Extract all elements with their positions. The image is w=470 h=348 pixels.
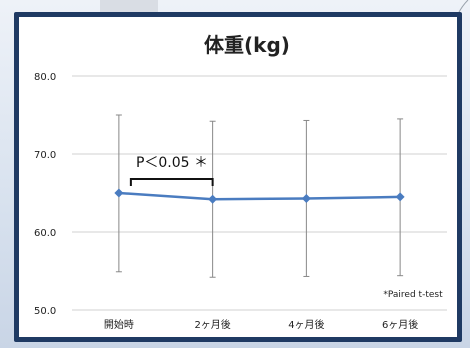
grid-lines: [72, 75, 447, 311]
footnote-test: *Paired t-test: [383, 290, 443, 300]
x-tick-label-0: 開始時: [104, 318, 134, 331]
x-tick-label-1: 2ヶ月後: [194, 318, 230, 331]
y-axis-ticks: 50.0 60.0 70.0 80.0: [34, 72, 56, 317]
x-axis-ticks: 開始時 2ヶ月後 4ヶ月後 6ヶ月後: [104, 318, 418, 331]
y-tick-label-60.0: 60.0: [34, 228, 56, 239]
bracket-line: [129, 178, 214, 186]
data-point-0: [114, 188, 124, 198]
background-tab-shape: [100, 0, 158, 14]
data-point-3: [395, 192, 405, 202]
y-tick-label-80.0: 80.0: [34, 72, 56, 83]
x-tick-label-3: 6ヶ月後: [382, 318, 418, 331]
y-tick-label-50.0: 50.0: [34, 306, 56, 317]
data-point-2: [301, 193, 311, 203]
chart-title: 体重(kg): [204, 33, 290, 57]
x-tick-label-2: 4ヶ月後: [288, 318, 324, 331]
series-weight: [114, 188, 405, 204]
significance-bracket: [129, 178, 214, 186]
series-line: [118, 191, 401, 201]
data-point-1: [208, 194, 218, 204]
chart-panel: [19, 17, 457, 337]
significance-label: P＜0.05 ＊: [136, 155, 208, 171]
y-tick-label-70.0: 70.0: [34, 150, 56, 161]
